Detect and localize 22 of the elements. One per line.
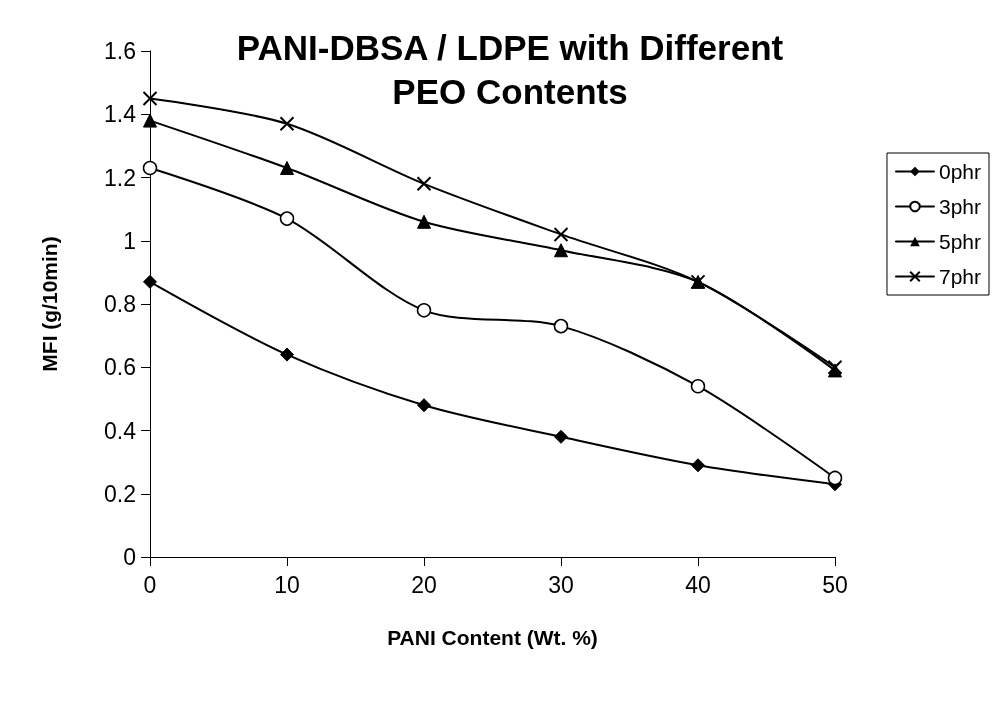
y-tick-label: 0.8 <box>104 291 136 317</box>
x-tick-label: 40 <box>685 571 711 598</box>
x-tick-label: 0 <box>143 571 157 598</box>
y-tick-label: 1.4 <box>104 101 137 128</box>
legend-label: 0phr <box>938 160 982 183</box>
x-tick-label: 20 <box>411 571 437 598</box>
y-tick-label: 0 <box>123 544 136 570</box>
y-tick-label: 1 <box>123 227 136 254</box>
legend-label: 7phr <box>938 265 982 288</box>
y-tick-label: 0.4 <box>104 417 137 444</box>
legend-label: 5phr <box>938 230 982 253</box>
legend-label: 3phr <box>938 195 982 218</box>
chart-title: PANI-DBSA / LDPE with Different PEO Contents <box>236 27 784 111</box>
y-tick-label: 0.6 <box>104 354 136 381</box>
x-tick-label: 50 <box>822 571 848 598</box>
x-tick-label: 30 <box>548 571 574 598</box>
y-axis-title: MFI (g/10min) <box>38 236 61 372</box>
y-tick-label: 0.2 <box>104 480 136 507</box>
y-tick-label: 1.6 <box>104 38 136 64</box>
x-tick-label: 10 <box>274 571 300 598</box>
y-tick-label: 1.2 <box>104 164 136 191</box>
x-axis-title: PANI Content (Wt. %) <box>387 626 598 649</box>
